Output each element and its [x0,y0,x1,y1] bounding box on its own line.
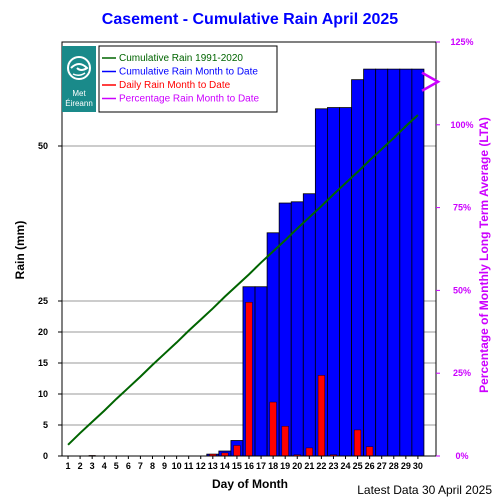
x-tick-label-28: 28 [389,461,399,471]
y-axis-label: Rain (mm) [13,221,27,280]
cumulative-bar-day-20 [290,201,304,457]
y-tick-label-50: 50 [38,141,48,151]
logo-line1: Met [72,89,86,98]
y2-axis-ticks: 0% 25% 50% 75% 100% 125% [436,37,474,461]
daily-bar-day-18 [269,401,277,457]
x-tick-label-2: 2 [78,461,83,471]
x-tick-label-18: 18 [268,461,278,471]
y-tick-label-15: 15 [38,358,48,368]
legend-label-0: Cumulative Rain 1991-2020 [119,53,243,64]
x-tick-label-26: 26 [365,461,375,471]
x-axis-ticks: 1 2 3 4 5 6 7 8 9 10 11 12 13 14 15 16 17 18 19 20 21 22 23 24 2… [66,456,423,471]
cumulative-bar-day-27 [375,68,389,457]
x-tick-label-8: 8 [150,461,155,471]
met-eireann-logo: Met Éireann [62,46,96,112]
cumulative-bar-day-17 [254,286,268,457]
y-tick-label-5: 5 [43,420,48,430]
x-tick-label-1: 1 [66,461,71,471]
y2-tick-label-0: 0% [455,451,468,461]
y2-axis-label: Percentage of Monthly Long Term Average … [477,117,491,393]
footer-note: Latest Data 30 April 2025 [357,483,492,497]
y-tick-label-25: 25 [38,296,48,306]
y2-tick-label-50: 50% [453,285,471,295]
daily-bar-day-15 [233,445,241,457]
x-tick-label-14: 14 [220,461,230,471]
x-tick-label-25: 25 [353,461,363,471]
x-tick-label-12: 12 [196,461,206,471]
x-tick-label-4: 4 [102,461,107,471]
daily-bar-day-19 [281,426,289,457]
daily-bar-day-21 [305,447,313,457]
percentage-marker-layer [421,71,441,92]
x-tick-label-10: 10 [172,461,182,471]
legend-label-1: Cumulative Rain Month to Date [119,67,258,78]
cumulative-bar-day-30 [411,68,425,457]
x-tick-label-13: 13 [208,461,218,471]
legend-label-2: Daily Rain Month to Date [119,80,231,91]
cumulative-bar-day-21 [302,193,316,457]
legend: Cumulative Rain 1991-2020 Cumulative Rain… [98,45,278,113]
x-tick-label-19: 19 [280,461,290,471]
x-tick-label-21: 21 [304,461,314,471]
legend-label-3: Percentage Rain Month to Date [119,94,260,105]
y-tick-label-0: 0 [43,451,48,461]
y2-tick-label-125: 125% [450,37,473,47]
x-tick-label-27: 27 [377,461,387,471]
x-tick-label-16: 16 [244,461,254,471]
daily-bar-day-16 [245,302,253,457]
y2-tick-label-100: 100% [450,120,473,130]
lta-line-layer [67,114,419,446]
y2-tick-label-25: 25% [453,368,471,378]
cumulative-bar-day-26 [363,68,377,457]
y-tick-label-20: 20 [38,327,48,337]
x-tick-label-6: 6 [126,461,131,471]
chart-title: Casement - Cumulative Rain April 2025 [102,11,398,28]
daily-bar-day-22 [317,375,325,457]
x-tick-label-22: 22 [316,461,326,471]
percentage-marker [421,71,441,92]
cumulative-bar-day-25 [351,79,365,457]
x-tick-label-29: 29 [401,461,411,471]
x-tick-label-20: 20 [292,461,302,471]
x-tick-label-9: 9 [162,461,167,471]
x-tick-label-11: 11 [184,461,194,471]
x-tick-label-23: 23 [328,461,338,471]
daily-bar-day-25 [354,429,362,457]
y-axis-ticks: 0 5 10 15 20 25 50 [38,141,62,461]
x-tick-label-30: 30 [413,461,423,471]
x-axis-label: Day of Month [212,477,288,491]
x-tick-label-17: 17 [256,461,266,471]
y2-tick-label-75: 75% [453,203,471,213]
x-tick-label-3: 3 [90,461,95,471]
daily-bar-day-26 [366,446,374,457]
x-tick-label-7: 7 [138,461,143,471]
x-tick-label-15: 15 [232,461,242,471]
y-tick-label-10: 10 [38,389,48,399]
lta-line [67,114,419,446]
x-tick-label-5: 5 [114,461,119,471]
cumulative-bar-day-23 [327,107,340,457]
cumulative-bar-day-24 [339,107,352,457]
swirl-icon [67,56,91,80]
cumulative-bar-day-28 [387,68,401,457]
x-tick-label-24: 24 [341,461,351,471]
logo-line2: Éireann [65,99,93,108]
